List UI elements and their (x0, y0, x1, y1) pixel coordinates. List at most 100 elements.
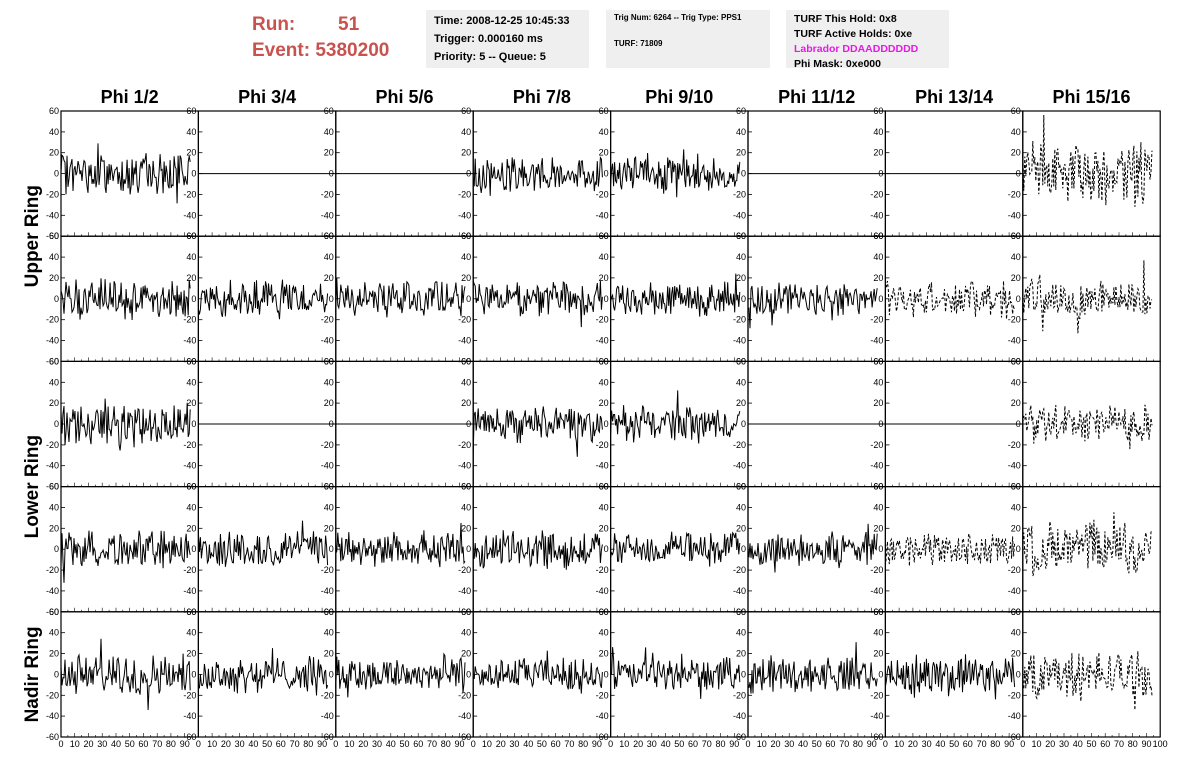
y-tick-label: -20 (733, 190, 746, 200)
y-tick-label: 40 (1011, 252, 1021, 262)
y-tick-label: -40 (458, 210, 471, 220)
y-tick-label: 20 (736, 649, 746, 659)
y-tick-label: 40 (736, 127, 746, 137)
y-tick-label: 0 (329, 419, 334, 429)
y-tick-label: 20 (736, 398, 746, 408)
y-tick-label: -40 (321, 711, 334, 721)
y-tick-label: -20 (46, 315, 59, 325)
y-tick-label: -20 (870, 190, 883, 200)
y-tick-label: 40 (599, 127, 609, 137)
x-tick-label: 90 (867, 739, 877, 749)
waveform-trace (1022, 114, 1153, 207)
y-tick-label: 40 (599, 377, 609, 387)
y-tick-label: 40 (599, 628, 609, 638)
y-tick-label: -40 (458, 586, 471, 596)
x-tick-label: 70 (702, 739, 712, 749)
y-tick-label: 20 (461, 649, 471, 659)
y-tick-label: -20 (870, 315, 883, 325)
y-tick-label: 40 (49, 127, 59, 137)
waveform-trace (472, 156, 603, 196)
y-tick-label: 0 (604, 669, 609, 679)
waveform-trace (472, 650, 603, 694)
y-tick-label: -20 (458, 440, 471, 450)
waveform-trace (1022, 260, 1153, 334)
y-tick-label: -60 (46, 607, 59, 617)
y-tick-label: -40 (1008, 336, 1021, 346)
x-tick-label: 70 (290, 739, 300, 749)
y-tick-label: -60 (321, 732, 334, 742)
x-tick-label: 10 (619, 739, 629, 749)
y-tick-label: 60 (461, 482, 471, 492)
x-tick-label: 50 (674, 739, 684, 749)
waveform-trace (610, 531, 741, 567)
x-tick-label: 30 (235, 739, 245, 749)
y-tick-label: 60 (736, 356, 746, 366)
x-tick-label: 80 (578, 739, 588, 749)
event-line: Event: 5380200 (252, 38, 422, 64)
x-tick-label: 0 (333, 739, 338, 749)
waveform-trace (335, 652, 466, 698)
y-tick-label: 20 (49, 523, 59, 533)
y-tick-label: -20 (733, 315, 746, 325)
x-tick-label: 10 (757, 739, 767, 749)
column-title: Phi 5/6 (375, 87, 433, 107)
time-info-box: Time: 2008-12-25 10:45:33 Trigger: 0.000… (426, 10, 589, 68)
y-tick-label: -60 (458, 732, 471, 742)
y-tick-label: 60 (599, 231, 609, 241)
x-tick-label: 0 (471, 739, 476, 749)
turf-active-line: TURF Active Holds: 0xe (794, 28, 913, 40)
y-tick-label: -40 (183, 711, 196, 721)
column-title: Phi 13/14 (915, 87, 993, 107)
y-tick-label: -40 (458, 336, 471, 346)
y-tick-label: 20 (324, 523, 334, 533)
y-tick-label: 40 (873, 628, 883, 638)
y-tick-label: -20 (733, 690, 746, 700)
column-title: Phi 1/2 (101, 87, 159, 107)
x-tick-label: 70 (427, 739, 437, 749)
y-tick-label: 0 (604, 544, 609, 554)
panel-frame (884, 235, 1024, 362)
y-tick-label: 0 (466, 419, 471, 429)
y-tick-label: -40 (1008, 210, 1021, 220)
x-tick-label: 80 (853, 739, 863, 749)
y-tick-label: -40 (596, 336, 609, 346)
waveform-trace (335, 277, 466, 318)
y-tick-label: 20 (461, 148, 471, 158)
x-tick-label: 0 (1020, 739, 1025, 749)
x-tick-label: 30 (784, 739, 794, 749)
y-tick-label: 40 (736, 628, 746, 638)
y-tick-label: 20 (324, 398, 334, 408)
x-tick-label: 60 (138, 739, 148, 749)
turf-line: TURF: 71809 (614, 39, 663, 48)
y-tick-label: -40 (321, 210, 334, 220)
y-tick-label: 0 (741, 294, 746, 304)
waveform-trace (60, 638, 191, 711)
waveform-trace (1022, 651, 1153, 711)
x-tick-label: 90 (1004, 739, 1014, 749)
waveform-trace (885, 280, 1016, 320)
waveform-trace (747, 282, 878, 329)
waveform-trace (472, 280, 603, 328)
y-tick-label: 40 (324, 252, 334, 262)
waveform-trace (747, 642, 878, 694)
x-tick-label: 20 (633, 739, 643, 749)
y-tick-label: 60 (461, 231, 471, 241)
x-tick-label: 20 (770, 739, 780, 749)
y-tick-label: -20 (321, 690, 334, 700)
x-tick-label: 0 (608, 739, 613, 749)
y-tick-label: -60 (870, 732, 883, 742)
waveform-trace (60, 398, 191, 451)
waveform-trace (610, 149, 741, 198)
y-tick-label: 60 (324, 231, 334, 241)
y-tick-label: -40 (183, 461, 196, 471)
y-tick-label: 60 (873, 482, 883, 492)
x-tick-label: 50 (949, 739, 959, 749)
y-tick-label: -40 (1008, 711, 1021, 721)
y-tick-label: -60 (46, 356, 59, 366)
x-tick-label: 50 (399, 739, 409, 749)
y-tick-label: 40 (49, 628, 59, 638)
waveform-trace (1022, 512, 1153, 577)
y-tick-label: 20 (599, 523, 609, 533)
y-tick-label: 60 (461, 607, 471, 617)
y-tick-label: 60 (461, 356, 471, 366)
